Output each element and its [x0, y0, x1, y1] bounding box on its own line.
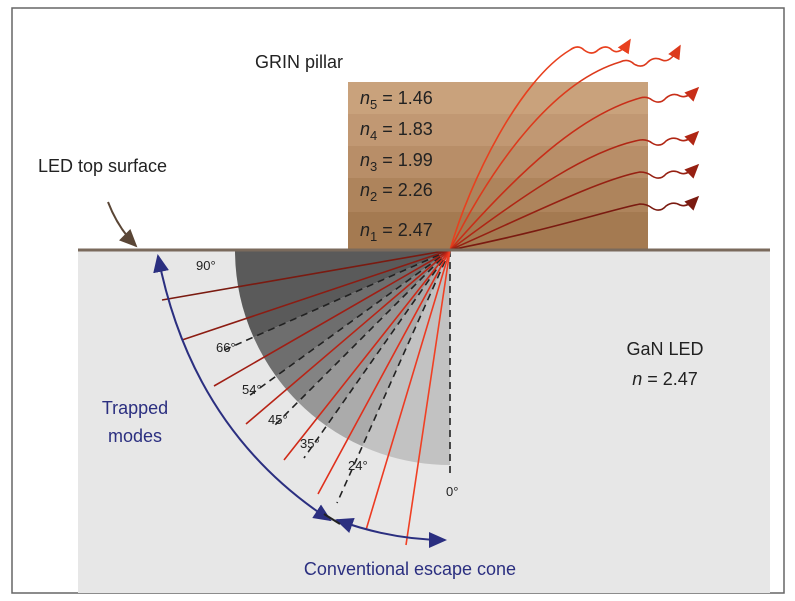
escape-arc [335, 517, 447, 548]
angle-label: 66° [216, 340, 236, 355]
trapped-label: modes [108, 426, 162, 446]
pillar [348, 82, 648, 250]
layer-label: n2 = 2.26 [360, 180, 433, 204]
material-name: GaN LED [626, 339, 703, 359]
angle-label: 45° [268, 412, 288, 427]
layer-label: n1 = 2.47 [360, 220, 433, 244]
escape-cone-label: Conventional escape cone [304, 559, 516, 579]
angle-label: 0° [446, 484, 458, 499]
angle-boundaries [219, 249, 451, 504]
material-index: n = 2.47 [632, 369, 698, 389]
cone-tick [323, 513, 341, 525]
surface-arrow [107, 201, 138, 248]
angle-label: 24° [348, 458, 368, 473]
trapped-arc [153, 254, 332, 522]
angle-label: 54° [242, 382, 262, 397]
pillar-title: GRIN pillar [255, 52, 343, 72]
layer-label: n4 = 1.83 [360, 119, 433, 143]
layer-label: n3 = 1.99 [360, 150, 433, 174]
pillar-rays [449, 38, 700, 251]
angle-label: 90° [196, 258, 216, 273]
layer-labels: n5 = 1.46 n4 = 1.83 n3 = 1.99 n2 = 2.26 … [360, 88, 433, 244]
angle-labels: 90° 66° 54° 45° 35° 24° 0° [196, 258, 458, 499]
angle-label: 35° [300, 436, 320, 451]
trapped-label: Trapped [102, 398, 168, 418]
surface-label: LED top surface [38, 156, 167, 176]
layer-label: n5 = 1.46 [360, 88, 433, 112]
